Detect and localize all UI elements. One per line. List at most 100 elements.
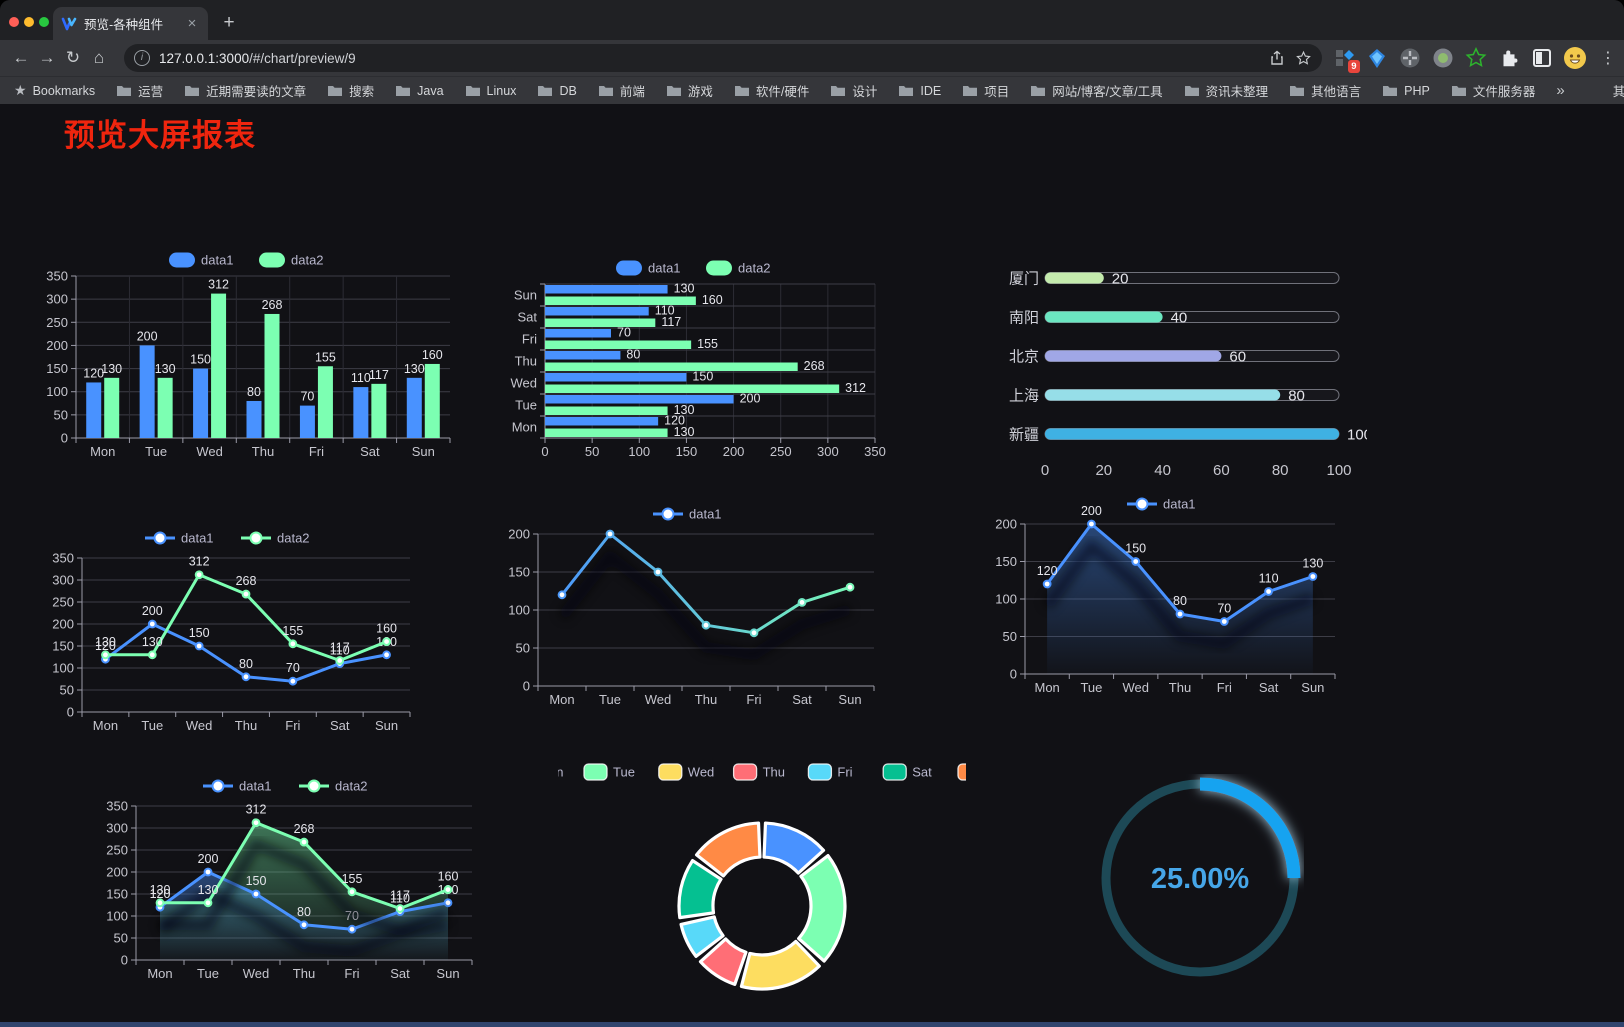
pie-slice-Sat[interactable] (677, 858, 723, 920)
extension-grid-icon[interactable]: 9 (1332, 46, 1360, 73)
folder-icon (831, 86, 846, 96)
svg-text:Mon: Mon (90, 444, 115, 459)
share-icon[interactable] (1269, 50, 1285, 66)
svg-text:Mon: Mon (512, 420, 537, 435)
legend-item-data2[interactable]: data2 (299, 779, 368, 794)
point (382, 637, 391, 646)
bookmark-star-icon[interactable] (1295, 50, 1312, 67)
legend-item-Mon[interactable]: Mon (508, 763, 563, 781)
url-text[interactable]: 127.0.0.1:3000/#/chart/preview/9 (159, 51, 1259, 66)
two-series-line-chart[interactable]: 0 50 100 150 200 250 300 350 Mon Tue Wed Thu Fri Sat S… (42, 524, 422, 740)
legend-item-data1[interactable]: data1 (653, 507, 722, 522)
legend-item-Sat[interactable]: Sat (882, 763, 932, 781)
bookmark-folder-item[interactable]: 文件服务器 (1451, 81, 1535, 100)
bookmark-folder-item[interactable]: DB (537, 84, 577, 98)
pie-slice-Wed[interactable] (739, 939, 821, 991)
pie-slice-Tue[interactable] (797, 854, 847, 963)
pie-slice-Thu[interactable] (698, 937, 748, 987)
legend-item-Thu[interactable]: Thu (732, 763, 785, 781)
svg-text:120: 120 (83, 366, 104, 380)
browser-menu-icon[interactable]: ⋮ (1600, 50, 1616, 67)
close-window-button[interactable] (9, 17, 19, 27)
legend-item-data2[interactable]: data2 (259, 252, 324, 268)
svg-text:data2: data2 (291, 253, 324, 268)
browser-tab[interactable]: 预览-各种组件 × (53, 7, 208, 40)
svg-text:Mon: Mon (147, 966, 172, 981)
extension-star-icon[interactable] (1464, 46, 1488, 70)
folder-icon (396, 86, 411, 96)
progress-bar-chart[interactable]: 厦门 20 南阳 40 北京 60 上海 80 新疆 100 0 20 40 60 80 100 (995, 254, 1372, 492)
svg-text:80: 80 (1173, 594, 1187, 608)
home-button[interactable]: ⌂ (93, 48, 105, 67)
pie-slice-Sun[interactable] (694, 821, 762, 878)
maximize-window-button[interactable] (39, 17, 49, 27)
gauge-progress-chart[interactable]: 25.00% (1096, 774, 1304, 982)
area-line-chart[interactable]: 0 50 100 150 200 Mon Tue Wed Thu Fri Sat Sun 120 200 1… (985, 490, 1347, 702)
legend-item-data2[interactable]: data2 (241, 531, 310, 546)
svg-text:data1: data1 (689, 507, 722, 522)
bookmark-folder-item[interactable]: 前端 (598, 81, 645, 100)
chart-canvas: 0 50 100 150 200 250 300 350 Mon Tue Wed Thu Fri Sat S… (52, 531, 411, 733)
legend-item-data1[interactable]: data1 (616, 260, 681, 276)
extensions-puzzle-icon[interactable] (1497, 46, 1521, 70)
bookmark-folder-item[interactable]: 软件/硬件 (734, 81, 809, 100)
gradient-line-chart[interactable]: 0 50 100 150 200 Mon Tue Wed Thu Fri Sat Sun data1 (498, 500, 886, 714)
profile-avatar[interactable] (1563, 46, 1587, 70)
svg-text:Tue: Tue (145, 444, 167, 459)
pie-slice-Fri[interactable] (679, 915, 725, 958)
bookmark-folder-item[interactable]: 游戏 (666, 81, 713, 100)
bookmark-folder-item[interactable]: 近期需要读的文章 (184, 81, 306, 100)
svg-text:150: 150 (692, 370, 713, 384)
vue-devtools-icon[interactable] (1365, 46, 1389, 70)
reload-button[interactable]: ↻ (65, 48, 81, 67)
point (203, 898, 213, 908)
sidebar-toggle-icon[interactable] (1530, 46, 1554, 70)
bookmark-folder-item[interactable]: IDE (898, 84, 941, 98)
legend-item-data1[interactable]: data1 (169, 252, 234, 268)
other-bookmarks[interactable]: 其他书签 (1607, 81, 1624, 100)
forward-button[interactable]: → (38, 48, 56, 67)
bookmark-folder-item[interactable]: 资讯未整理 (1184, 81, 1268, 100)
legend-item-data2[interactable]: data2 (706, 260, 771, 276)
legend-item-Wed[interactable]: Wed (658, 763, 715, 781)
bookmark-folder-item[interactable]: PHP (1382, 84, 1430, 98)
bookmarks-overflow-chevron[interactable]: » (1556, 82, 1565, 99)
minimize-window-button[interactable] (24, 17, 34, 27)
legend-item-Sun[interactable]: Sun (957, 763, 1010, 781)
grouped-bar-chart[interactable]: 0 50 100 150 200 250 300 350 Mon Tue Wed Thu Fri Sat S… (40, 246, 460, 464)
legend-item-Fri[interactable]: Fri (807, 763, 853, 781)
legend-item-data1[interactable]: data1 (145, 531, 214, 546)
bookmark-folder-item[interactable]: 设计 (830, 81, 877, 100)
back-button[interactable]: ← (12, 48, 30, 67)
bookmark-folder-item[interactable]: 搜索 (327, 81, 374, 100)
folder-icon (538, 86, 553, 96)
new-tab-button[interactable]: + (223, 12, 235, 33)
bookmark-folder-item[interactable]: Linux (465, 84, 516, 98)
two-series-area-chart[interactable]: 0 50 100 150 200 250 300 350 Mon Tue Wed Thu Fri Sat S… (96, 772, 484, 988)
svg-text:新疆: 新疆 (1009, 427, 1039, 444)
point (147, 650, 157, 660)
address-bar[interactable]: i 127.0.0.1:3000/#/chart/preview/9 (124, 44, 1322, 72)
bar (545, 351, 621, 360)
site-info-icon[interactable]: i (134, 50, 150, 66)
legend-item-data1[interactable]: data1 (203, 779, 272, 794)
tab-close-icon[interactable]: × (187, 15, 197, 32)
svg-text:117: 117 (661, 315, 681, 329)
bookmarks-manager[interactable]: ★ Bookmarks (14, 82, 95, 99)
horizontal-bar-chart[interactable]: 0 50 100 150 200 250 300 350 Sun Sat Fri Thu Wed Tue M… (503, 254, 891, 466)
bookmark-folder-item[interactable]: Java (395, 84, 444, 98)
legend-item-data1[interactable]: data1 (1127, 497, 1196, 512)
bookmark-folder-item[interactable]: 网站/博客/文章/工具 (1030, 81, 1163, 100)
extension-recorder-icon[interactable] (1431, 46, 1455, 70)
point (653, 567, 663, 577)
donut-pie-chart[interactable]: Mon Tue Wed Thu Fri Sat Sun (508, 738, 1010, 994)
pie-slice-Mon[interactable] (762, 821, 826, 875)
svg-text:130: 130 (674, 282, 695, 296)
bookmark-folder-item[interactable]: 其他语言 (1289, 81, 1361, 100)
bookmark-folder-item[interactable]: 项目 (962, 81, 1009, 100)
legend-item-Tue[interactable]: Tue (583, 763, 635, 781)
svg-text:Sat: Sat (517, 310, 537, 325)
bookmark-folder-item[interactable]: 运营 (116, 81, 163, 100)
extension-circle-icon[interactable] (1398, 46, 1422, 70)
